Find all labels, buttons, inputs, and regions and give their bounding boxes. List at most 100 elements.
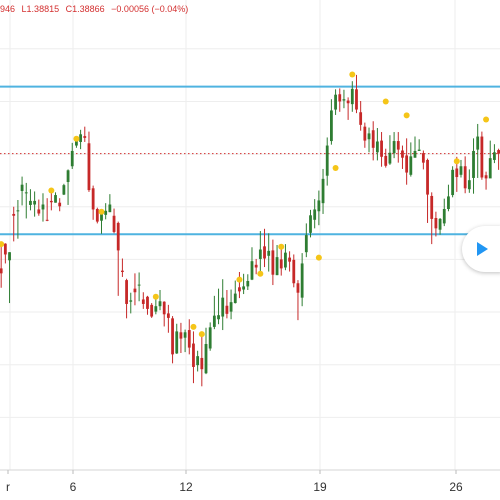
candle-body [225,305,229,314]
candle-body [421,153,425,163]
candle-body [338,94,342,102]
candle-body [16,210,20,212]
candle-body [447,196,450,209]
candle-body [66,170,70,182]
candle-body [325,145,329,176]
candle-body [442,209,446,224]
candle-body [463,166,467,189]
candle-body [49,200,53,203]
candle-body [158,301,162,307]
candle-body [129,300,133,302]
candle-body [70,150,74,167]
time-tick-label: 6 [70,480,77,494]
candle-body [296,283,300,293]
candle-body [183,332,187,338]
candle-body [200,357,204,370]
candle-body [171,318,174,355]
candle-body [359,112,363,125]
signal-marker [349,71,356,78]
ohlc-readout: 946 L1.38815 C1.38866 −0.00056 (−0.04%) [0,4,192,14]
candle-body [238,287,241,292]
candle-body [75,140,78,146]
candle-body [488,158,492,179]
candle-body [334,94,337,110]
candle-body [3,243,7,255]
ohlc-close: C1.38866 [65,4,105,14]
candle-body [288,257,291,262]
candle-body [284,252,287,268]
candle-body [104,210,108,215]
candle-body [434,218,438,229]
candle-body [116,222,120,251]
candle-body [79,134,82,142]
candle-body [279,259,283,269]
candle-body [179,332,183,339]
candle-body [346,100,350,104]
candle-body [430,195,434,219]
candle-body [275,257,279,276]
candle-body [455,168,459,178]
candle-body [8,252,11,261]
candle-body [271,250,275,275]
candle-body [229,302,233,312]
candle-body [451,169,455,196]
candle-body [350,88,354,105]
candle-body [384,155,388,166]
candle-body [371,130,375,148]
ohlc-change: −0.00056 (−0.04%) [111,4,189,14]
candle-body [154,306,158,312]
candle-body [401,150,404,158]
signal-marker [278,243,285,250]
candle-body [375,141,379,153]
candle-body [0,268,3,274]
candle-body [355,89,358,110]
candle-body [267,250,271,256]
candle-body [221,297,225,317]
candle-body [254,264,258,268]
candle-body [58,202,62,207]
candle-body [304,235,308,253]
candle-body [125,280,128,304]
signal-marker [152,293,159,300]
candle-body [380,140,383,157]
candle-body [83,136,87,138]
signal-marker [483,116,490,123]
candle-body [388,152,392,164]
time-tick-label: r [6,480,10,494]
candle-body [321,178,325,204]
candle-body [100,214,103,221]
candle-body [45,219,49,221]
candle-body [459,166,463,175]
candle-body [217,315,220,320]
time-tick-label: 19 [313,480,327,494]
signal-marker [48,187,55,194]
signal-marker [382,98,389,105]
candle-body [472,150,475,178]
candle-body [175,331,179,354]
candle-body [87,143,91,191]
candle-body [363,126,367,141]
candle-body [196,356,200,366]
ohlc-open-partial: 946 [0,4,16,14]
candle-body [476,136,480,150]
candle-body [141,299,145,304]
candle-body [20,184,24,191]
candle-body [208,327,212,349]
candle-body [121,270,124,272]
ohlc-low: L1.38815 [21,4,60,14]
signal-marker [453,158,460,165]
signal-marker [190,323,197,330]
time-tick-label: 12 [179,480,193,494]
candle-body [292,259,296,284]
signal-marker [198,331,205,338]
candle-body [417,149,421,151]
candle-body [166,313,170,318]
scroll-to-realtime-button[interactable] [462,226,500,272]
signal-marker [332,165,339,172]
candle-body [150,304,154,317]
candle-body [409,156,413,175]
signal-marker [0,241,5,248]
candle-body [405,155,409,173]
